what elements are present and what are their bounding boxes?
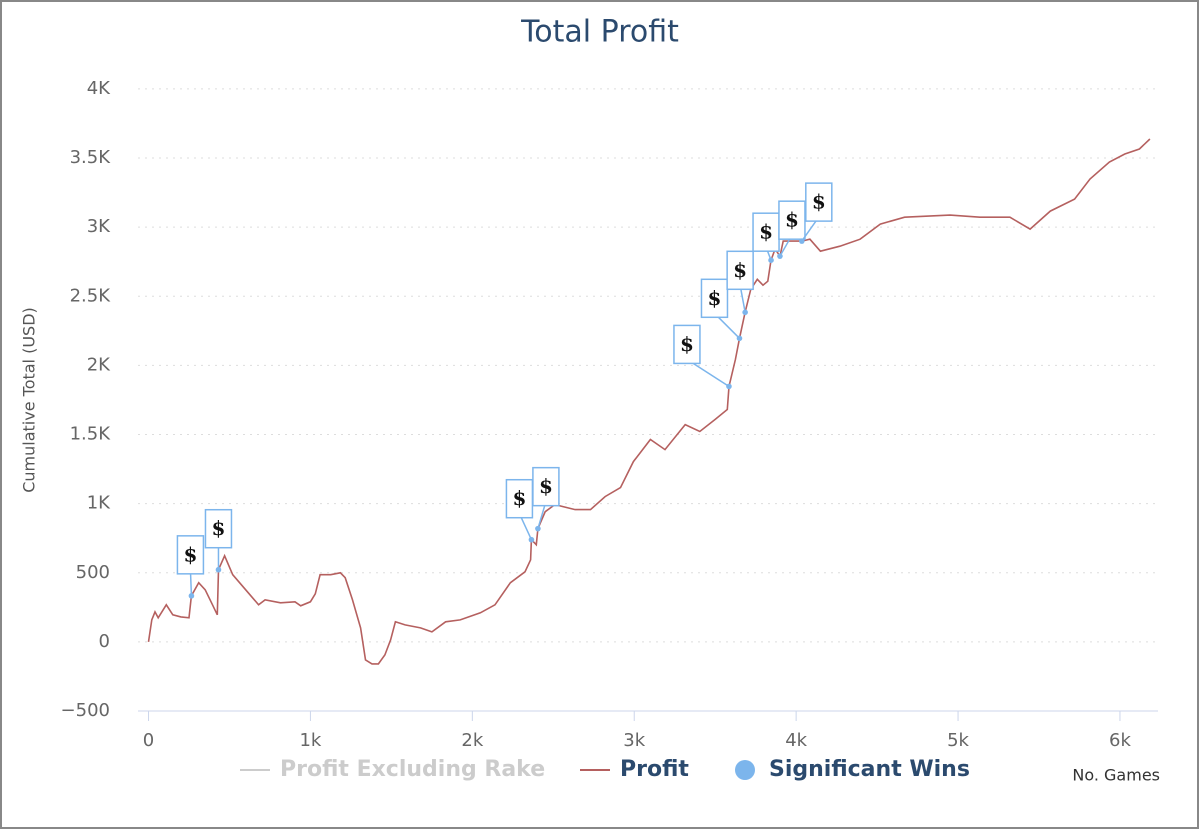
x-tick-label: 2k	[461, 730, 483, 751]
win-marker	[736, 335, 743, 342]
flag-box	[505, 478, 534, 519]
profit-line	[147, 138, 1151, 665]
flag-box	[778, 200, 806, 240]
flag-label: $	[512, 486, 526, 510]
flag-label: $	[759, 220, 773, 244]
win-marker	[777, 253, 783, 259]
flag-box	[532, 466, 560, 507]
flag-label: $	[733, 258, 747, 282]
x-tick-label: 3k	[623, 730, 645, 751]
win-marker	[215, 566, 222, 573]
y-tick-label: 1K	[87, 493, 111, 514]
y-tick-label: 2.5K	[70, 285, 112, 306]
flag-label: $	[539, 474, 553, 498]
flag-label: $	[212, 516, 226, 540]
win-marker	[528, 536, 535, 543]
legend-label: Profit Excluding Rake	[280, 757, 545, 782]
flag-box	[176, 535, 205, 575]
flag-label: $	[785, 208, 799, 232]
legend-symbol	[735, 760, 755, 780]
flag-label: $	[708, 286, 722, 310]
y-tick-label: 3.5K	[70, 147, 112, 168]
y-tick-label: 3K	[87, 216, 111, 237]
flag-label: $	[680, 332, 694, 356]
y-tick-label: −500	[61, 700, 110, 721]
x-tick-label: 6k	[1109, 730, 1131, 751]
flag-label: $	[812, 190, 826, 214]
win-marker	[726, 383, 732, 390]
x-axis-title: No. Games	[1072, 766, 1160, 785]
x-tick-label: 1k	[299, 730, 321, 751]
legend-label: Profit	[620, 757, 689, 782]
y-tick-label: 1.5K	[70, 424, 112, 445]
x-tick-label: 4k	[785, 730, 807, 751]
x-tick-label: 5k	[947, 730, 969, 751]
y-tick-label: 500	[76, 562, 110, 583]
chart-title: Total Profit	[520, 15, 679, 50]
legend-label: Significant Wins	[769, 757, 970, 782]
flag-box	[204, 508, 233, 549]
flag-box	[805, 182, 833, 222]
y-tick-label: 4K	[87, 78, 111, 99]
flag-label: $	[183, 542, 197, 566]
y-tick-label: 2K	[87, 354, 111, 375]
x-tick-label: 0	[143, 730, 154, 751]
y-axis-title: Cumulative Total (USD)	[20, 307, 39, 493]
flag-box	[700, 278, 729, 319]
flag-box	[726, 250, 754, 291]
win-marker	[535, 525, 541, 532]
flag-box	[752, 212, 780, 252]
win-marker	[188, 593, 195, 599]
flag-box	[673, 324, 701, 365]
win-marker	[799, 238, 805, 244]
win-marker	[742, 309, 748, 316]
win-marker	[768, 257, 774, 263]
y-tick-label: 0	[99, 631, 110, 652]
